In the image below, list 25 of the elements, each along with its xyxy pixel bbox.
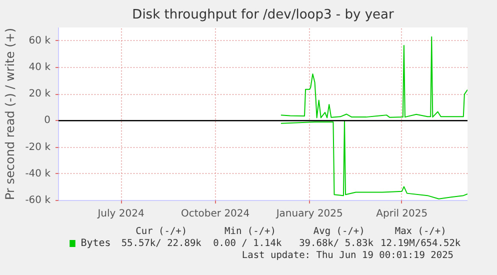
chart-title: Disk throughput for /dev/loop3 - by year — [132, 8, 394, 22]
legend-label: Bytes — [80, 238, 111, 249]
text: 0.00 / 1.14k — [213, 238, 282, 249]
y-tick-label: 20 k — [28, 88, 51, 100]
y-axis-title: Pr second read (-) / write (+) — [3, 28, 18, 200]
y-tick-label: -20 k — [25, 142, 51, 153]
text: 12.19M/654.52k — [380, 238, 461, 249]
y-tick-label: -40 k — [25, 168, 51, 180]
text: Last update: Thu Jun 19 00:01:19 2025 — [242, 250, 454, 261]
x-tick-label: January 2025 — [275, 208, 343, 220]
line-series — [280, 36, 468, 118]
text: Avg (-/+) — [313, 226, 365, 237]
y-tick-label: 60 k — [28, 35, 51, 46]
text: 55.57k/ 22.89k — [121, 238, 202, 249]
text: 39.68k/ 5.83k — [299, 238, 374, 249]
y-tick-label: 0 — [44, 115, 51, 126]
line-series — [280, 120, 468, 200]
x-tick-label: July 2024 — [96, 208, 144, 220]
y-tick-label: -60 k — [25, 195, 51, 206]
text: Max (-/+) — [394, 226, 446, 237]
x-tick-label: April 2025 — [376, 208, 428, 220]
text: Cur (-/+) — [136, 226, 188, 237]
text: Min (-/+) — [224, 226, 276, 237]
x-tick-label: October 2024 — [181, 208, 250, 220]
y-tick-label: 40 k — [28, 62, 51, 73]
